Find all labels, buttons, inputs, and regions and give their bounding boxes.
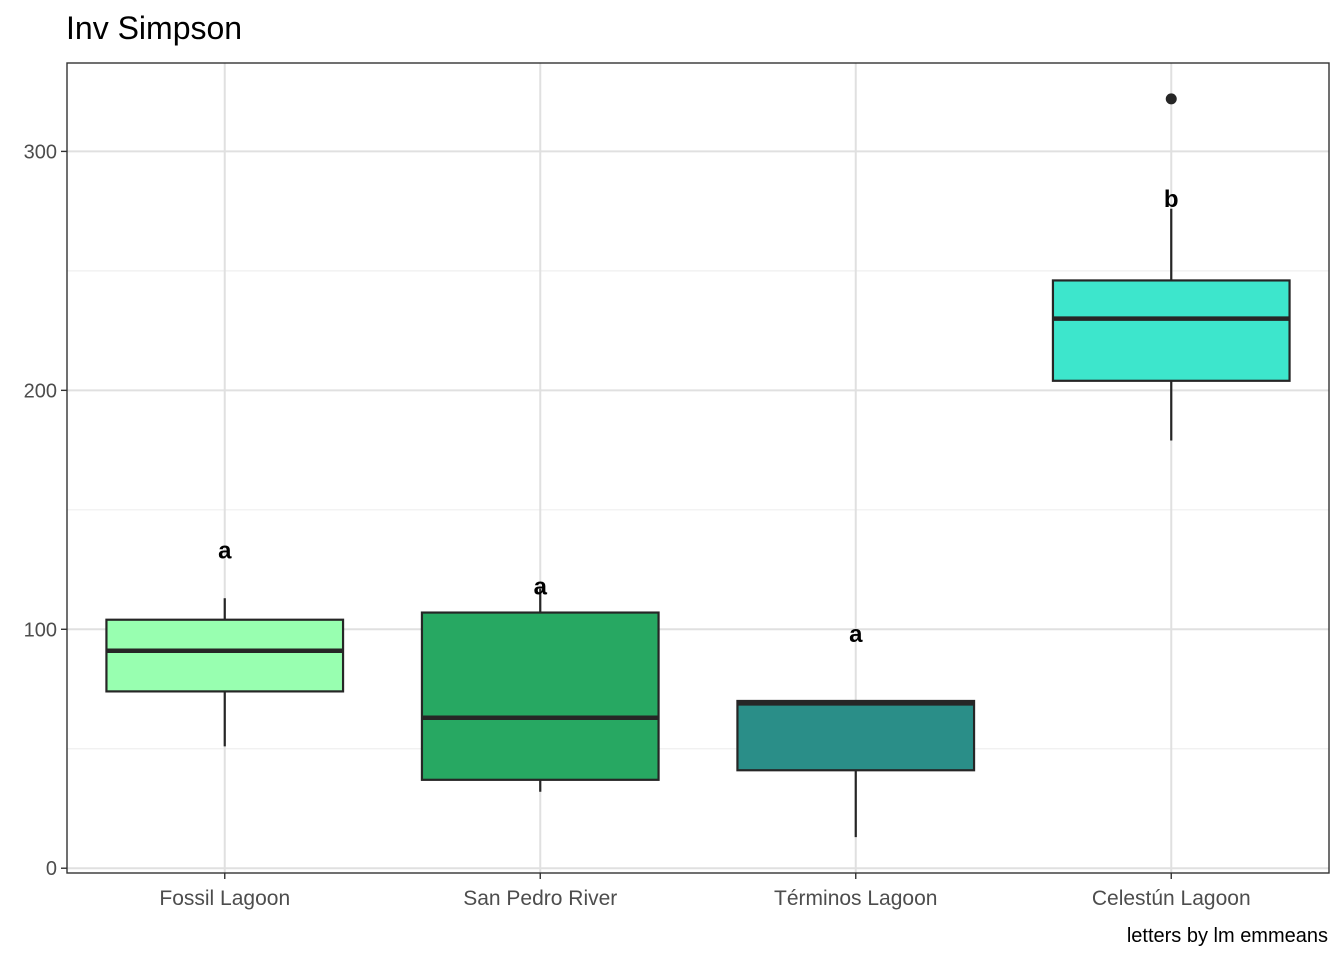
box-iqr xyxy=(420,611,660,781)
significance-letters: a a a b xyxy=(218,186,1179,648)
boxes xyxy=(105,93,1291,838)
x-tick-label: Fossil Lagoon xyxy=(159,887,290,910)
significance-letter: b xyxy=(1164,186,1179,213)
significance-letter: a xyxy=(218,537,232,564)
box-iqr xyxy=(736,699,976,772)
box-4 xyxy=(1051,93,1291,441)
outlier-point xyxy=(1165,93,1177,105)
x-tick-label: Términos Lagoon xyxy=(774,887,937,910)
x-tick-label: Celestún Lagoon xyxy=(1092,887,1251,910)
significance-letter: a xyxy=(534,573,548,600)
box-2 xyxy=(420,588,660,792)
box-1 xyxy=(105,598,345,747)
y-axis: 0 100 200 300 xyxy=(24,141,67,880)
box-3 xyxy=(736,699,976,838)
panel-border xyxy=(66,62,1330,874)
y-tick-label: 0 xyxy=(46,858,57,880)
significance-letter: a xyxy=(849,621,863,648)
box-iqr xyxy=(1051,279,1291,382)
chart-caption: letters by lm emmeans xyxy=(1127,925,1328,947)
box-iqr xyxy=(105,618,345,693)
grid-lines xyxy=(67,63,1329,873)
y-tick-label: 300 xyxy=(24,141,57,163)
chart-title: Inv Simpson xyxy=(66,10,242,46)
y-tick-label: 200 xyxy=(24,380,57,402)
y-tick-label: 100 xyxy=(24,619,57,641)
x-axis: Fossil Lagoon San Pedro River Términos Lag… xyxy=(159,873,1251,910)
x-tick-label: San Pedro River xyxy=(463,887,617,910)
